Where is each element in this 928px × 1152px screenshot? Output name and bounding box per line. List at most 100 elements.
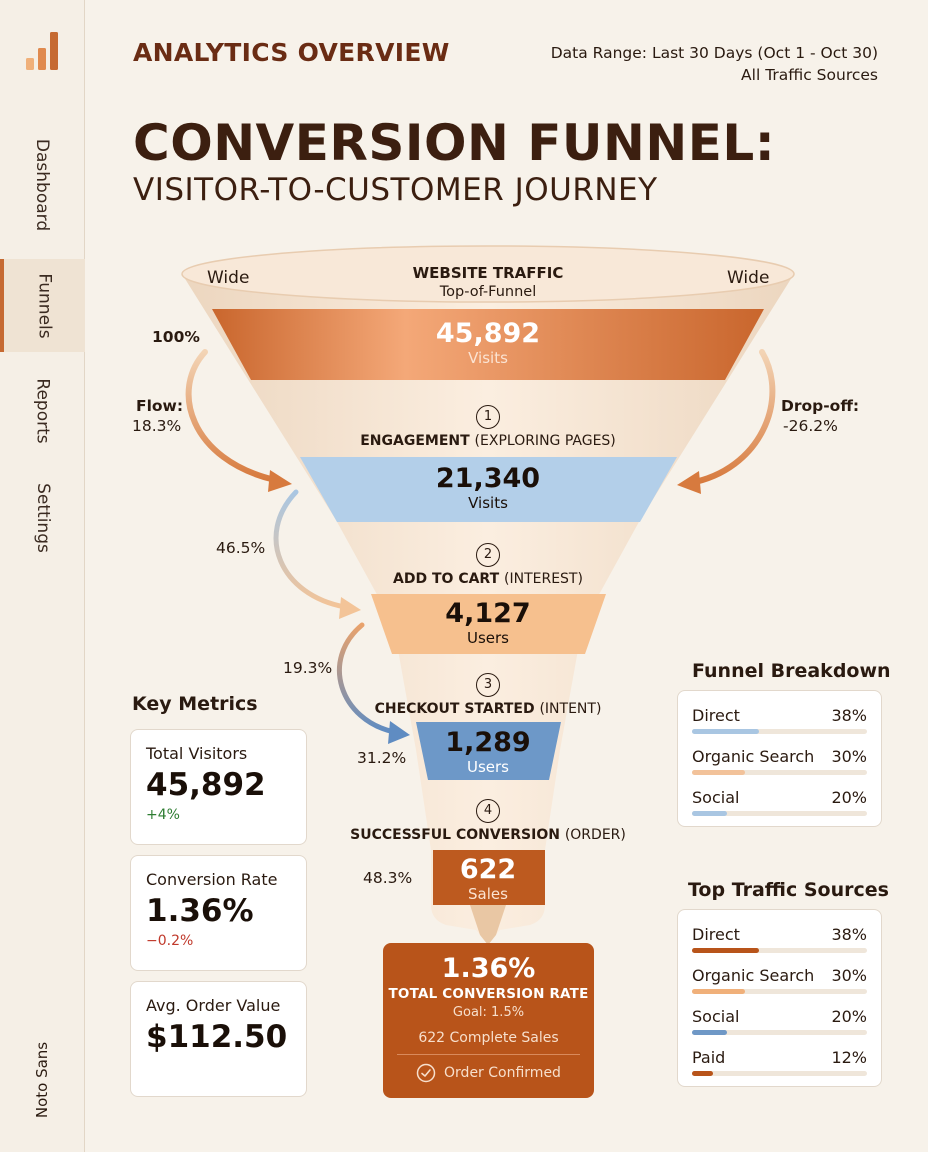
stage4-heading: SUCCESSFUL CONVERSION (ORDER) (338, 827, 638, 843)
stage1-circle: 1 (476, 405, 500, 429)
row-track (692, 729, 867, 734)
stage4-number: 4 (476, 799, 500, 823)
flow-value: 18.3% (132, 417, 182, 435)
stage4-sub: (ORDER) (564, 827, 626, 843)
traffic-row: Social 20% (692, 998, 867, 1039)
cart-checkout-arrow (336, 622, 397, 735)
stage2-value: 4,127 Users (388, 598, 588, 647)
stage4-unit: Sales (468, 885, 508, 903)
stage2-value-text: 4,127 (445, 598, 531, 629)
row-name: Paid (692, 1048, 726, 1067)
metric-card-avg-order-value: Avg. Order Value $112.50 (130, 981, 307, 1097)
traffic-row: Direct 38% (692, 916, 867, 957)
stage3-circle: 3 (476, 673, 500, 697)
analytics-overview-heading: ANALYTICS OVERVIEW (133, 38, 450, 67)
row-fill (692, 948, 759, 953)
top-traffic-panel: Direct 38% Organic Search 30% Social 20%… (677, 909, 882, 1087)
metric-change: −0.2% (146, 933, 194, 949)
top-traffic-title: Top Traffic Sources (688, 879, 889, 901)
row-fill (692, 1071, 713, 1076)
dropoff-label: Drop-off: (781, 397, 860, 415)
total-conversion-value: 1.36% (441, 953, 536, 984)
metric-card-conversion-rate: Conversion Rate 1.36% −0.2% (130, 855, 307, 971)
stage3-number: 3 (476, 673, 500, 697)
row-track (692, 948, 867, 953)
dropoff-arrowhead (677, 471, 701, 494)
flow-arrow (185, 349, 278, 483)
breakdown-row: Social 20% (692, 779, 867, 820)
top-stage-header: WEBSITE TRAFFIC Top-of-Funnel (388, 264, 588, 300)
band-engagement (300, 457, 677, 522)
stage4-circle: 4 (476, 799, 500, 823)
order-confirmed-label: Order Confirmed (444, 1065, 561, 1081)
stage4-value: 622 Sales (388, 854, 588, 903)
metric-value: 1.36% (146, 893, 254, 929)
row-fill (692, 729, 759, 734)
result-divider (397, 1054, 580, 1055)
band-conversion (433, 850, 545, 905)
wide-left-label: Wide (207, 268, 250, 288)
stage1-unit: Visits (468, 494, 508, 512)
dropoff-value: -26.2% (783, 417, 838, 435)
check-circle-icon (416, 1063, 436, 1083)
stage1-heading: ENGAGEMENT (EXPLORING PAGES) (338, 433, 638, 449)
row-name: Direct (692, 925, 740, 944)
row-track (692, 811, 867, 816)
stage1-value-text: 21,340 (435, 463, 541, 494)
stage4-value-text: 622 (459, 854, 517, 885)
band-top (212, 309, 764, 380)
pct-193-label: 19.3% (283, 659, 333, 677)
stage4-title: SUCCESSFUL CONVERSION (350, 827, 560, 843)
breakdown-row: Direct 38% (692, 697, 867, 738)
metric-value: 45,892 (146, 767, 266, 803)
row-track (692, 770, 867, 775)
total-conversion-label: TOTAL CONVERSION RATE (388, 986, 589, 1002)
stage3-value-text: 1,289 (445, 727, 531, 758)
row-name: Direct (692, 706, 740, 725)
pct-465-label: 46.5% (216, 539, 266, 557)
traffic-sources-line: All Traffic Sources (741, 66, 878, 84)
row-name: Social (692, 1007, 740, 1026)
sidebar-item-funnels[interactable]: Funnels (0, 259, 85, 352)
row-fill (692, 989, 745, 994)
top-value: 45,892 (435, 318, 541, 349)
traffic-row: Organic Search 30% (692, 957, 867, 998)
row-fill (692, 1030, 727, 1035)
dropoff-arrow (687, 349, 776, 486)
band-cart (371, 594, 606, 654)
band-checkout (416, 722, 561, 780)
row-pct: 20% (831, 1007, 867, 1026)
funnel-rim (181, 245, 795, 303)
stage1-value: 21,340 Visits (388, 463, 588, 512)
funnel-breakdown-panel: Direct 38% Organic Search 30% Social 20% (677, 690, 882, 827)
stage1-number: 1 (476, 405, 500, 429)
top-stage-sub: Top-of-Funnel (439, 284, 537, 300)
row-pct: 30% (831, 966, 867, 985)
page-title: CONVERSION FUNNEL: (133, 114, 776, 172)
row-pct: 38% (831, 706, 867, 725)
stage3-value: 1,289 Users (388, 727, 588, 776)
sidebar: Dashboard Funnels Reports Settings Noto … (0, 0, 85, 1152)
row-name: Organic Search (692, 747, 815, 766)
page-subtitle: VISITOR-TO-CUSTOMER JOURNEY (133, 172, 658, 208)
stage3-sub: (INTENT) (539, 701, 602, 717)
stage2-number: 2 (476, 543, 500, 567)
row-track (692, 1071, 867, 1076)
row-pct: 38% (831, 925, 867, 944)
total-conversion-card: 1.36% TOTAL CONVERSION RATE Goal: 1.5% 6… (383, 943, 594, 1098)
result-connector (470, 905, 506, 945)
key-metrics-title: Key Metrics (132, 693, 258, 715)
stage3-heading: CHECKOUT STARTED (INTENT) (338, 701, 638, 717)
top-unit: Visits (468, 349, 508, 367)
pct-483-label: 48.3% (363, 869, 413, 887)
stage2-sub: (INTEREST) (504, 571, 583, 587)
pct-312-label: 31.2% (357, 749, 407, 767)
stage2-heading: ADD TO CART (INTEREST) (338, 571, 638, 587)
stage3-title: CHECKOUT STARTED (374, 701, 535, 717)
row-pct: 30% (831, 747, 867, 766)
flow-label: Flow: (136, 397, 184, 415)
traffic-row: Paid 12% (692, 1039, 867, 1080)
wide-right-label: Wide (727, 268, 770, 288)
metric-label: Conversion Rate (146, 870, 278, 889)
